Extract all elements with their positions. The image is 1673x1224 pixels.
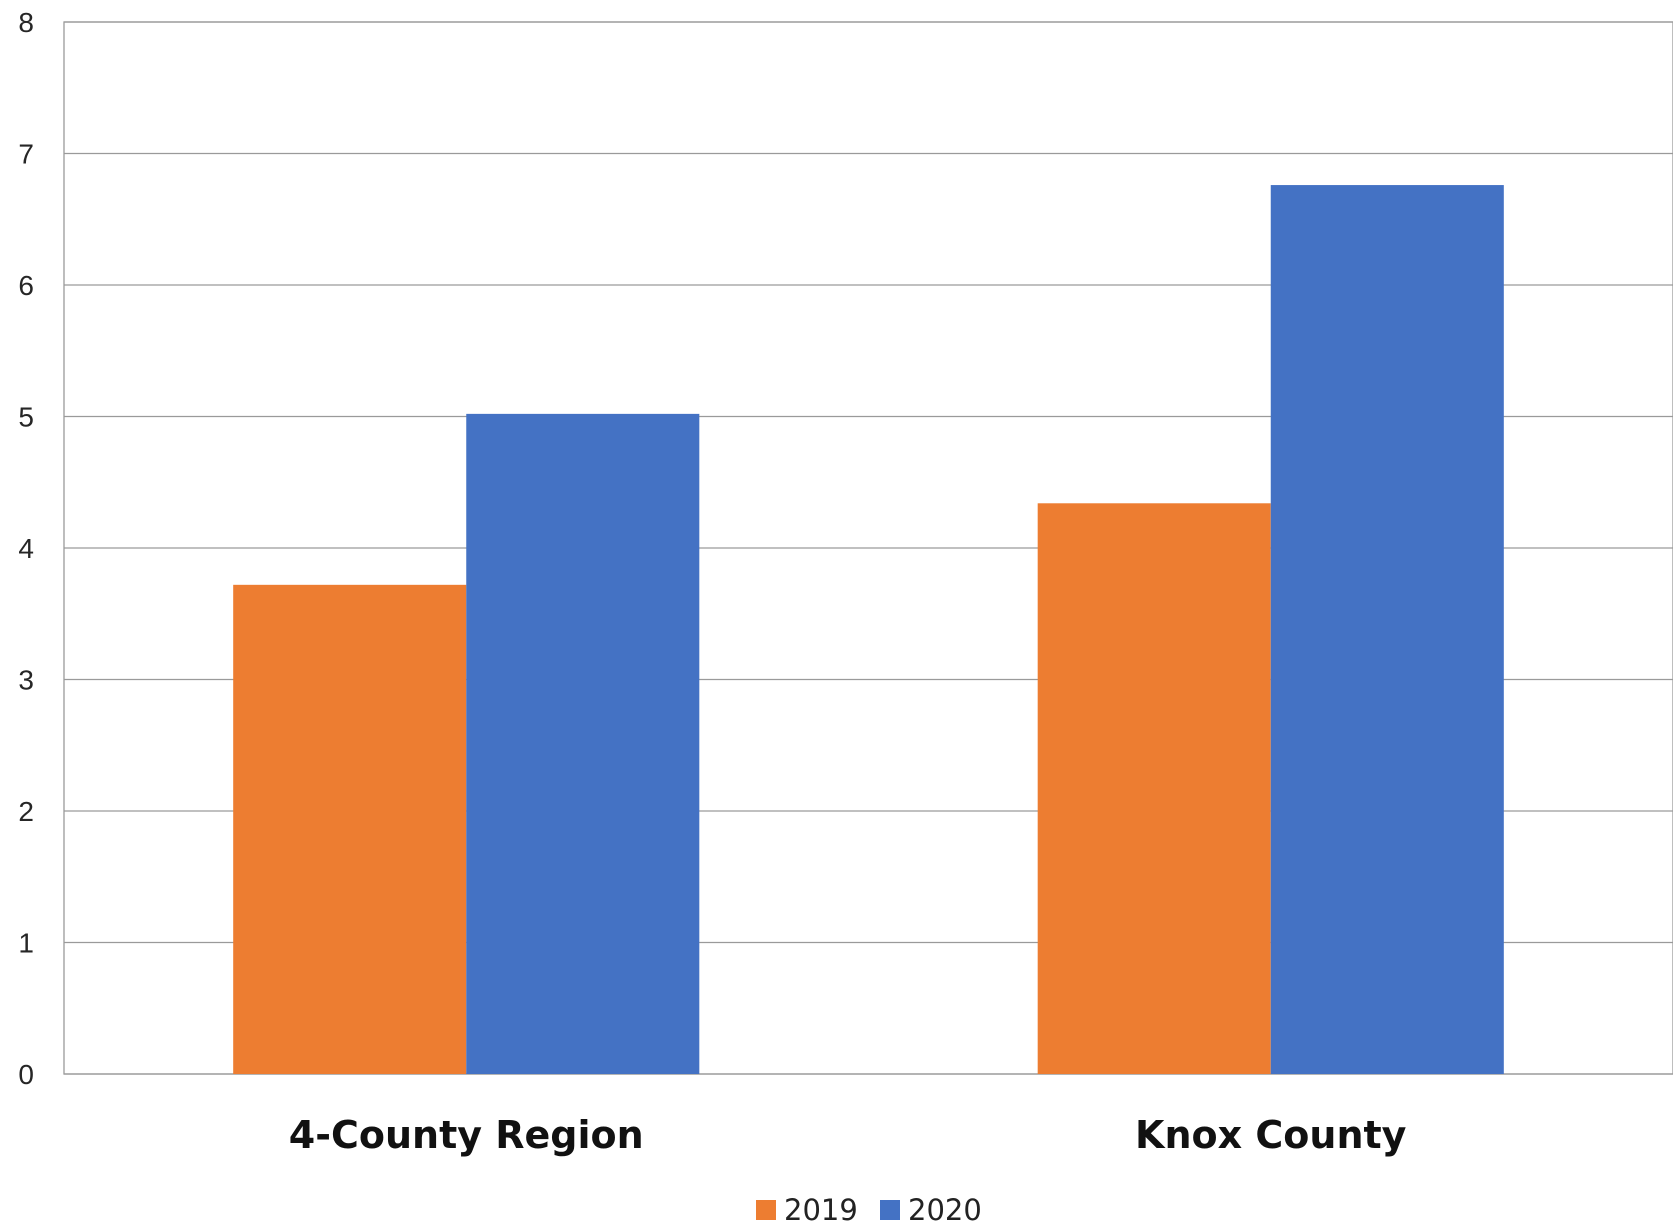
legend-swatch-2020 — [880, 1200, 900, 1220]
bar-2019-county — [1037, 503, 1271, 1074]
x-category-label: Knox County — [1135, 1113, 1407, 1157]
legend-label: 2020 — [908, 1193, 982, 1224]
y-tick-label: 6 — [18, 270, 34, 301]
legend-swatch-2019 — [756, 1200, 776, 1220]
y-tick-label: 7 — [18, 139, 34, 170]
legend: 2019 2020 — [756, 1193, 982, 1224]
y-tick-label: 0 — [18, 1059, 34, 1090]
bar-2019-region — [233, 584, 467, 1074]
legend-label: 2019 — [784, 1193, 858, 1224]
x-axis-category-labels: 4-County Region Knox County — [289, 1113, 1407, 1157]
bars — [233, 185, 1504, 1074]
bar-2020-region — [466, 413, 700, 1074]
y-tick-label: 2 — [18, 796, 34, 827]
bar-2020-county — [1270, 185, 1504, 1074]
y-tick-label: 4 — [18, 533, 34, 564]
x-category-label: 4-County Region — [289, 1113, 644, 1157]
y-tick-label: 3 — [18, 665, 34, 696]
y-tick-label: 1 — [18, 928, 34, 959]
y-tick-label: 5 — [18, 402, 34, 433]
y-tick-label: 8 — [18, 7, 34, 38]
y-axis-tick-labels: 0 1 2 3 4 5 6 7 8 — [18, 7, 34, 1090]
